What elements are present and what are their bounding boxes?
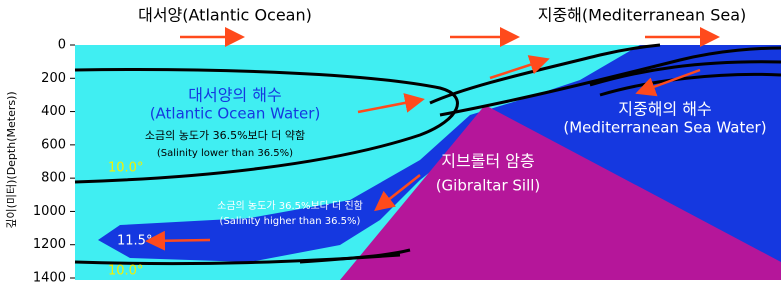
y-tick-label: 800: [41, 171, 66, 186]
atlantic-note: 소금의 농도가 36.5%보다 더 약함: [145, 128, 305, 142]
y-tick-label: 1200: [33, 237, 66, 252]
atlantic-subtitle: (Atlantic Ocean Water): [150, 105, 321, 123]
axis-label: 깊이(미터)(Depth(Meters)): [5, 91, 18, 228]
diagram: 대서양(Atlantic Ocean) 지중해(Mediterranean Se…: [0, 0, 781, 287]
header-right: 지중해(Mediterranean Sea): [538, 6, 747, 25]
y-tick-label: 1400: [33, 271, 66, 286]
atlantic-title: 대서양의 해수: [188, 86, 281, 105]
atlantic-note-en: (Salinity lower than 36.5%): [157, 148, 293, 159]
sill-subtitle: (Gibraltar Sill): [436, 177, 541, 195]
y-tick-label: 0: [58, 38, 66, 53]
lens-note-en: (Salinity higher than 36.5%): [220, 216, 361, 227]
temp-upper: 10.0°: [108, 161, 143, 176]
med-subtitle: (Mediterranean Sea Water): [563, 119, 766, 137]
y-tick-label: 600: [41, 137, 66, 152]
sill-title: 지브롤터 암층: [441, 152, 534, 171]
y-tick-label: 400: [41, 104, 66, 119]
y-tick-label: 1000: [33, 204, 66, 219]
lens-temp: 11.5°: [117, 234, 152, 249]
header-left: 대서양(Atlantic Ocean): [138, 6, 312, 25]
med-title: 지중해의 해수: [618, 100, 711, 119]
lens-note: 소금의 농도가 36.5%보다 더 진함: [217, 200, 363, 212]
temp-lower: 10.0°: [108, 264, 143, 279]
y-tick-label: 200: [41, 71, 66, 86]
